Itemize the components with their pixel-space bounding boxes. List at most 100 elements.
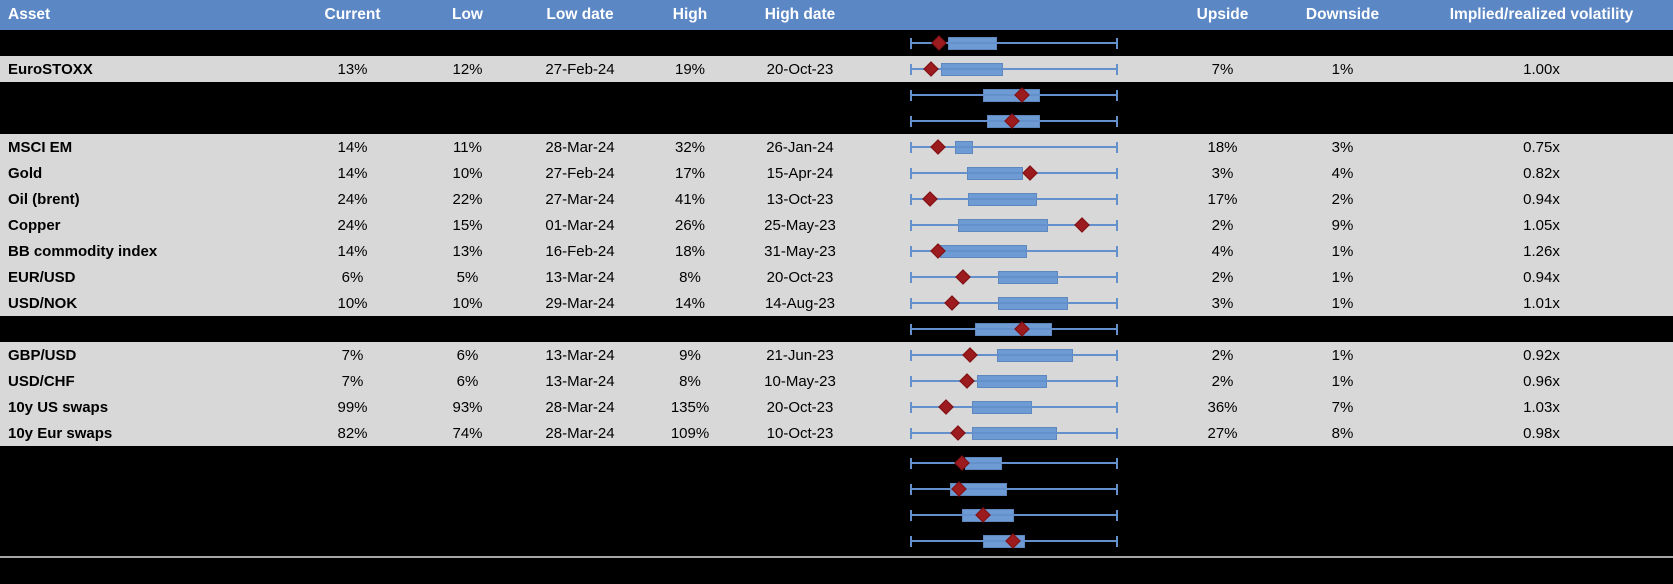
column-header-high: High <box>672 6 708 23</box>
whisker-cap-right <box>1116 271 1118 283</box>
whisker-line <box>910 146 1118 148</box>
whisker-cap-right <box>1116 509 1118 521</box>
whisker-cap-right <box>1116 245 1118 257</box>
upside-cell: 2% <box>1211 268 1234 286</box>
implied-realized-cell: 0.75x <box>1523 138 1560 156</box>
whisker-line <box>910 462 1118 464</box>
whisker-line <box>910 198 1118 200</box>
table-row: Oil (brent) 24% 22% 27-Mar-24 41% 13-Oct-23 17… <box>0 186 1673 212</box>
whisker-line <box>910 354 1118 356</box>
low-cell: 10% <box>452 294 483 312</box>
current-cell: 82% <box>337 424 368 442</box>
high-date-cell: 20-Oct-23 <box>766 268 834 286</box>
whisker-line <box>910 42 1118 44</box>
column-header-low: Low <box>452 6 483 23</box>
table-row: 10y US swaps 99% 93% 28-Mar-24 135% 20-Oct-23… <box>0 394 1673 420</box>
implied-realized-cell: 0.92x <box>1523 346 1560 364</box>
high-date-cell: 31-May-23 <box>764 242 836 260</box>
whisker-line <box>910 68 1118 70</box>
whisker-cap-left <box>910 297 912 309</box>
current-cell: 24% <box>337 190 368 208</box>
whisker-cap-right <box>1116 297 1118 309</box>
range-chart-cell <box>860 450 1170 476</box>
downside-cell: 1% <box>1331 372 1354 390</box>
high-date-cell: 21-Jun-23 <box>766 346 834 364</box>
table-row: USD/CHF 7% 6% 13-Mar-24 8% 10-May-23 2% 1% 0.96x <box>0 368 1673 394</box>
whisker-cap-right <box>1116 401 1118 413</box>
high-cell: 109% <box>670 424 710 442</box>
high-date-cell: 25-May-23 <box>764 216 836 234</box>
column-header-range-chart <box>860 0 1170 30</box>
high-date-cell: 13-Oct-23 <box>766 190 834 208</box>
whisker-line <box>910 432 1118 434</box>
hidden-row <box>0 30 1673 56</box>
downside-cell: 7% <box>1331 398 1354 416</box>
whisker-line <box>910 276 1118 278</box>
column-header-upside: Upside <box>1196 6 1249 23</box>
whisker-cap-right <box>1116 193 1118 205</box>
current-marker-diamond <box>930 139 946 155</box>
whisker-cap-right <box>1116 483 1118 495</box>
downside-cell: 2% <box>1331 190 1354 208</box>
whisker-line <box>910 488 1118 490</box>
column-header-implied-realized: Implied/realized volatility <box>1449 6 1634 23</box>
table-body: EuroSTOXX 13% 12% 27-Feb-24 19% 20-Oct-23 7% 1%… <box>0 30 1673 554</box>
low-date-cell: 27-Feb-24 <box>545 164 615 182</box>
range-chart-cell <box>860 108 1170 134</box>
range-chart-cell <box>860 316 1170 342</box>
whisker-cap-left <box>910 193 912 205</box>
whisker-cap-left <box>910 115 912 127</box>
whisker-line <box>910 380 1118 382</box>
current-cell: 14% <box>337 164 368 182</box>
whisker-cap-right <box>1116 89 1118 101</box>
range-chart-cell <box>860 420 1170 446</box>
downside-cell: 8% <box>1331 424 1354 442</box>
whisker-cap-right <box>1116 457 1118 469</box>
range-chart-cell <box>860 528 1170 554</box>
whisker-cap-right <box>1116 375 1118 387</box>
low-cell: 10% <box>452 164 483 182</box>
upside-cell: 2% <box>1211 372 1234 390</box>
current-marker-diamond <box>950 425 966 441</box>
current-marker-diamond <box>955 269 971 285</box>
whisker-cap-left <box>910 63 912 75</box>
range-chart-cell <box>860 160 1170 186</box>
whisker-cap-left <box>910 483 912 495</box>
whisker-line <box>910 302 1118 304</box>
range-chart-cell <box>860 186 1170 212</box>
range-chart-cell <box>860 290 1170 316</box>
whisker-cap-right <box>1116 535 1118 547</box>
downside-cell: 1% <box>1331 242 1354 260</box>
whisker-cap-right <box>1116 141 1118 153</box>
current-cell: 13% <box>337 60 368 78</box>
low-date-cell: 28-Mar-24 <box>545 138 615 156</box>
whisker-cap-right <box>1116 37 1118 49</box>
low-cell: 11% <box>453 138 482 156</box>
range-chart-cell <box>860 134 1170 160</box>
upside-cell: 27% <box>1207 424 1238 442</box>
high-cell: 19% <box>674 60 706 78</box>
high-cell: 17% <box>674 164 706 182</box>
upside-cell: 2% <box>1211 346 1234 364</box>
low-cell: 5% <box>456 268 479 286</box>
implied-realized-cell: 0.82x <box>1523 164 1560 182</box>
whisker-cap-right <box>1116 219 1118 231</box>
high-date-cell: 20-Oct-23 <box>766 398 834 416</box>
column-header-asset: Asset <box>8 6 51 23</box>
upside-cell: 3% <box>1211 294 1234 312</box>
low-cell: 13% <box>452 242 483 260</box>
bottom-black-region <box>0 554 1673 584</box>
upside-cell: 36% <box>1207 398 1238 416</box>
current-marker-diamond <box>931 35 947 51</box>
asset-cell: Copper <box>8 216 61 234</box>
asset-cell: Oil (brent) <box>8 190 80 208</box>
range-chart-cell <box>860 368 1170 394</box>
whisker-cap-left <box>910 323 912 335</box>
asset-cell: EUR/USD <box>8 268 76 286</box>
low-cell: 15% <box>452 216 483 234</box>
whisker-line <box>910 94 1118 96</box>
whisker-cap-left <box>910 457 912 469</box>
high-cell: 8% <box>679 268 701 286</box>
implied-realized-cell: 1.01x <box>1523 294 1560 312</box>
table-row: USD/NOK 10% 10% 29-Mar-24 14% 14-Aug-23 3% 1% 1.… <box>0 290 1673 316</box>
